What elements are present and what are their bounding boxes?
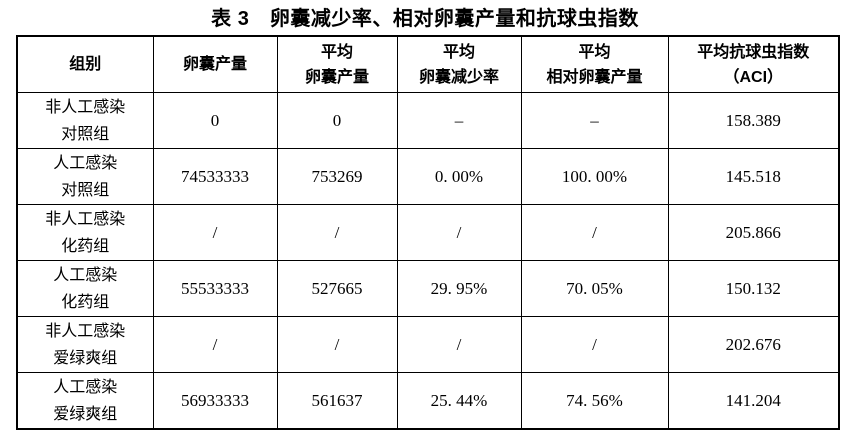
cell-avg-oocyst-reduction: 29. 95%: [396, 260, 522, 317]
col-header-avg-relative-yield: 平均 相对卵囊产量: [520, 35, 669, 93]
cell-aci: 158.389: [667, 92, 840, 149]
cell-avg-relative-yield: /: [520, 316, 669, 373]
group-name-line: 爱绿爽组: [53, 349, 118, 367]
header-line: 组别: [69, 56, 102, 73]
header-line: 平均: [320, 43, 353, 61]
header-line: 平均: [578, 43, 611, 61]
group-name-line: 非人工感染: [45, 322, 126, 340]
header-line: 平均: [442, 43, 475, 61]
cell-avg-relative-yield: 70. 05%: [520, 260, 669, 317]
table-row: 人工感染 对照组 74533333 753269 0. 00% 100. 00%…: [16, 148, 840, 205]
col-header-avg-oocyst-reduction: 平均 卵囊减少率: [396, 35, 522, 93]
cell-group: 人工感染 爱绿爽组: [16, 372, 154, 430]
cell-group: 人工感染 对照组: [16, 148, 154, 205]
cell-group: 人工感染 化药组: [16, 260, 154, 317]
header-line: 卵囊产量: [182, 56, 247, 73]
cell-avg-relative-yield: 100. 00%: [520, 148, 669, 205]
header-row: 组别 卵囊产量 平均 卵囊产量 平均 卵囊减少率 平均 相对卵囊产量: [16, 35, 840, 93]
group-name-line: 非人工感染: [45, 98, 126, 116]
cell-group: 非人工感染 化药组: [16, 204, 154, 261]
cell-avg-oocyst-yield: /: [276, 204, 398, 261]
cell-oocyst-yield: 74533333: [152, 148, 278, 205]
table-row: 人工感染 爱绿爽组 56933333 561637 25. 44% 74. 56…: [16, 372, 840, 430]
col-header-aci: 平均抗球虫指数 （ACI）: [667, 35, 840, 93]
cell-avg-oocyst-yield: 0: [276, 92, 398, 149]
group-name-line: 爱绿爽组: [53, 405, 118, 423]
group-name-line: 化药组: [61, 293, 110, 311]
cell-oocyst-yield: /: [152, 316, 278, 373]
cell-avg-relative-yield: 74. 56%: [520, 372, 669, 430]
header-line: 平均抗球虫指数: [697, 43, 810, 61]
cell-aci: 141.204: [667, 372, 840, 430]
col-header-avg-oocyst-yield: 平均 卵囊产量: [276, 35, 398, 93]
cell-oocyst-yield: 55533333: [152, 260, 278, 317]
col-header-group: 组别: [16, 35, 154, 93]
cell-group: 非人工感染 爱绿爽组: [16, 316, 154, 373]
cell-group: 非人工感染 对照组: [16, 92, 154, 149]
table-row: 非人工感染 爱绿爽组 / / / / 202.676: [16, 316, 840, 373]
cell-avg-oocyst-reduction: /: [396, 204, 522, 261]
cell-avg-oocyst-reduction: 25. 44%: [396, 372, 522, 430]
header-line: （ACI）: [723, 68, 784, 86]
cell-avg-oocyst-reduction: 0. 00%: [396, 148, 522, 205]
group-name-line: 人工感染: [53, 266, 118, 284]
cell-avg-relative-yield: –: [520, 92, 669, 149]
group-name-line: 对照组: [61, 125, 110, 143]
group-name-line: 对照组: [61, 181, 110, 199]
cell-oocyst-yield: /: [152, 204, 278, 261]
group-name-line: 化药组: [61, 237, 110, 255]
cell-avg-oocyst-yield: /: [276, 316, 398, 373]
cell-aci: 205.866: [667, 204, 840, 261]
table-row: 非人工感染 对照组 0 0 – – 158.389: [16, 92, 840, 149]
table-row: 非人工感染 化药组 / / / / 205.866: [16, 204, 840, 261]
data-table: 组别 卵囊产量 平均 卵囊产量 平均 卵囊减少率 平均 相对卵囊产量: [16, 35, 840, 430]
cell-oocyst-yield: 0: [152, 92, 278, 149]
page-title: 表 3 卵囊减少率、相对卵囊产量和抗球虫指数: [211, 8, 639, 30]
header-line: 卵囊产量: [304, 68, 369, 86]
cell-oocyst-yield: 56933333: [152, 372, 278, 430]
group-name-line: 人工感染: [53, 378, 118, 396]
cell-avg-relative-yield: /: [520, 204, 669, 261]
cell-aci: 202.676: [667, 316, 840, 373]
col-header-oocyst-yield: 卵囊产量: [152, 35, 278, 93]
header-line: 相对卵囊产量: [546, 68, 643, 86]
cell-avg-oocyst-reduction: /: [396, 316, 522, 373]
cell-avg-oocyst-yield: 561637: [276, 372, 398, 430]
group-name-line: 人工感染: [53, 154, 118, 172]
group-name-line: 非人工感染: [45, 210, 126, 228]
cell-avg-oocyst-reduction: –: [396, 92, 522, 149]
cell-avg-oocyst-yield: 753269: [276, 148, 398, 205]
table-row: 人工感染 化药组 55533333 527665 29. 95% 70. 05%…: [16, 260, 840, 317]
cell-aci: 150.132: [667, 260, 840, 317]
cell-avg-oocyst-yield: 527665: [276, 260, 398, 317]
header-line: 卵囊减少率: [418, 68, 499, 86]
cell-aci: 145.518: [667, 148, 840, 205]
